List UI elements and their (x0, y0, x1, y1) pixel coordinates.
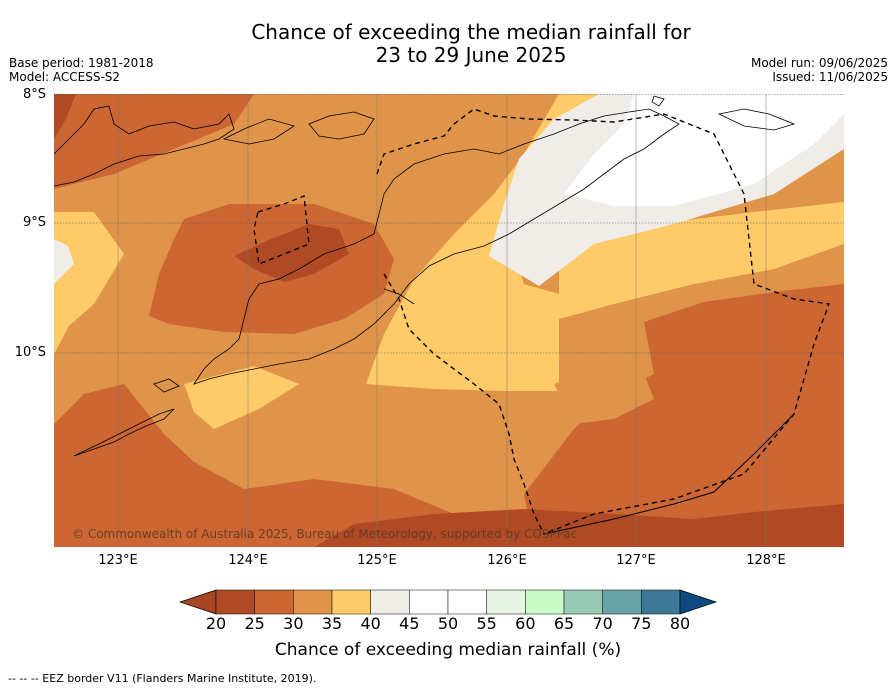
colorbar-label: Chance of exceeding median rainfall (%) (274, 640, 622, 660)
colorbar-segment-20-25 (215, 589, 255, 615)
colorbar-tick-30: 30 (283, 614, 304, 633)
coastline-flores-islands (54, 105, 235, 187)
eez-border-timor-leste (253, 195, 310, 265)
coastline-savu-island (153, 378, 180, 393)
lon-label-127e: 127°E (616, 553, 656, 568)
colorbar-segment-25-30 (254, 589, 294, 615)
contour-30-35-pocket (554, 359, 654, 424)
colorbar-tick-45: 45 (399, 614, 420, 633)
contour-20-25-west-central (234, 224, 349, 282)
colorbar-tick-20: 20 (205, 614, 227, 633)
model-name: Model: ACCESS-S2 (9, 70, 121, 84)
colorbar-arrow-low (178, 589, 217, 615)
colorbar-segment-30-35 (293, 589, 333, 615)
rainfall-map (54, 94, 844, 547)
model-run: Model run: 09/06/2025 (750, 56, 888, 70)
lon-label-128e: 128°E (746, 553, 786, 568)
colorbar-segment-45-50 (409, 589, 449, 615)
contour-25-30-south (54, 384, 844, 547)
contour-20-25-northwest (54, 94, 76, 139)
colorbar-tick-75: 75 (631, 614, 652, 633)
coastline-timor-leste-border (383, 288, 415, 305)
contour-20-25-southeast-corner (754, 512, 844, 547)
lon-label-126e: 126°E (487, 553, 527, 568)
colorbar-tick-70: 70 (592, 614, 613, 633)
lon-label-124e: 124°E (228, 553, 268, 568)
base-period: Base period: 1981-2018 (9, 56, 154, 70)
eez-border-east (453, 108, 830, 535)
contour-45-55-northeast (564, 94, 844, 206)
eez-footnote: -- -- -- EEZ border V11 (Flanders Marine… (8, 672, 317, 685)
lon-label-125e: 125°E (357, 553, 397, 568)
colorbar-segment-60-65 (525, 589, 565, 615)
colorbar-tick-35: 35 (321, 614, 343, 633)
colorbar-arrow-high (679, 589, 718, 615)
coastline-timor-north (193, 108, 680, 385)
coastline-wetar-island (308, 111, 375, 140)
colorbar-segment-65-70 (563, 589, 603, 615)
contour-40-45-west-edge (54, 239, 74, 284)
colorbar-tick-50: 50 (437, 614, 459, 633)
eez-border-solid-segment (543, 413, 795, 535)
colorbar-segment-55-60 (486, 589, 526, 615)
issued-date: Issued: 11/06/2025 (772, 70, 888, 84)
colorbar-segment-35-40 (331, 589, 371, 615)
eez-border-southwest (383, 273, 545, 535)
colorbar-tick-65: 65 (553, 614, 575, 633)
colorbar (178, 589, 718, 615)
colorbar-ticks: 20 25 30 35 40 45 50 55 60 65 70 75 80 (0, 614, 896, 636)
map-title-line1: Chance of exceeding the median rainfall … (251, 20, 691, 44)
coastline-wetar-east (651, 95, 665, 107)
colorbar-tick-60: 60 (515, 614, 536, 633)
map-title-line2: 23 to 29 June 2025 (375, 43, 567, 67)
colorbar-tick-25: 25 (244, 614, 265, 633)
lat-label-8s: 8°S (22, 87, 46, 102)
coastline-rote-island (73, 408, 175, 457)
copyright-credit: © Commonwealth of Australia 2025, Bureau… (72, 527, 578, 541)
colorbar-tick-55: 55 (476, 614, 497, 633)
lat-label-10s: 10°S (14, 345, 46, 360)
colorbar-tick-80: 80 (669, 614, 691, 633)
colorbar-segment-50-55 (447, 589, 487, 615)
colorbar-segment-70-75 (602, 589, 642, 615)
contour-25-30-northwest (54, 94, 254, 189)
coastline-alor-islands (222, 118, 295, 145)
colorbar-segment-40-45 (370, 589, 410, 615)
colorbar-segment-75-80 (641, 589, 681, 615)
contour-20-25-south (314, 504, 844, 547)
contour-35-40-southwest (184, 366, 299, 429)
colorbar-tick-40: 40 (360, 614, 381, 633)
lat-label-9s: 9°S (22, 215, 46, 230)
contour-35-40-west-edge (54, 212, 124, 354)
lon-label-123e: 123°E (98, 553, 138, 568)
coastline-babar-islands (717, 108, 796, 131)
